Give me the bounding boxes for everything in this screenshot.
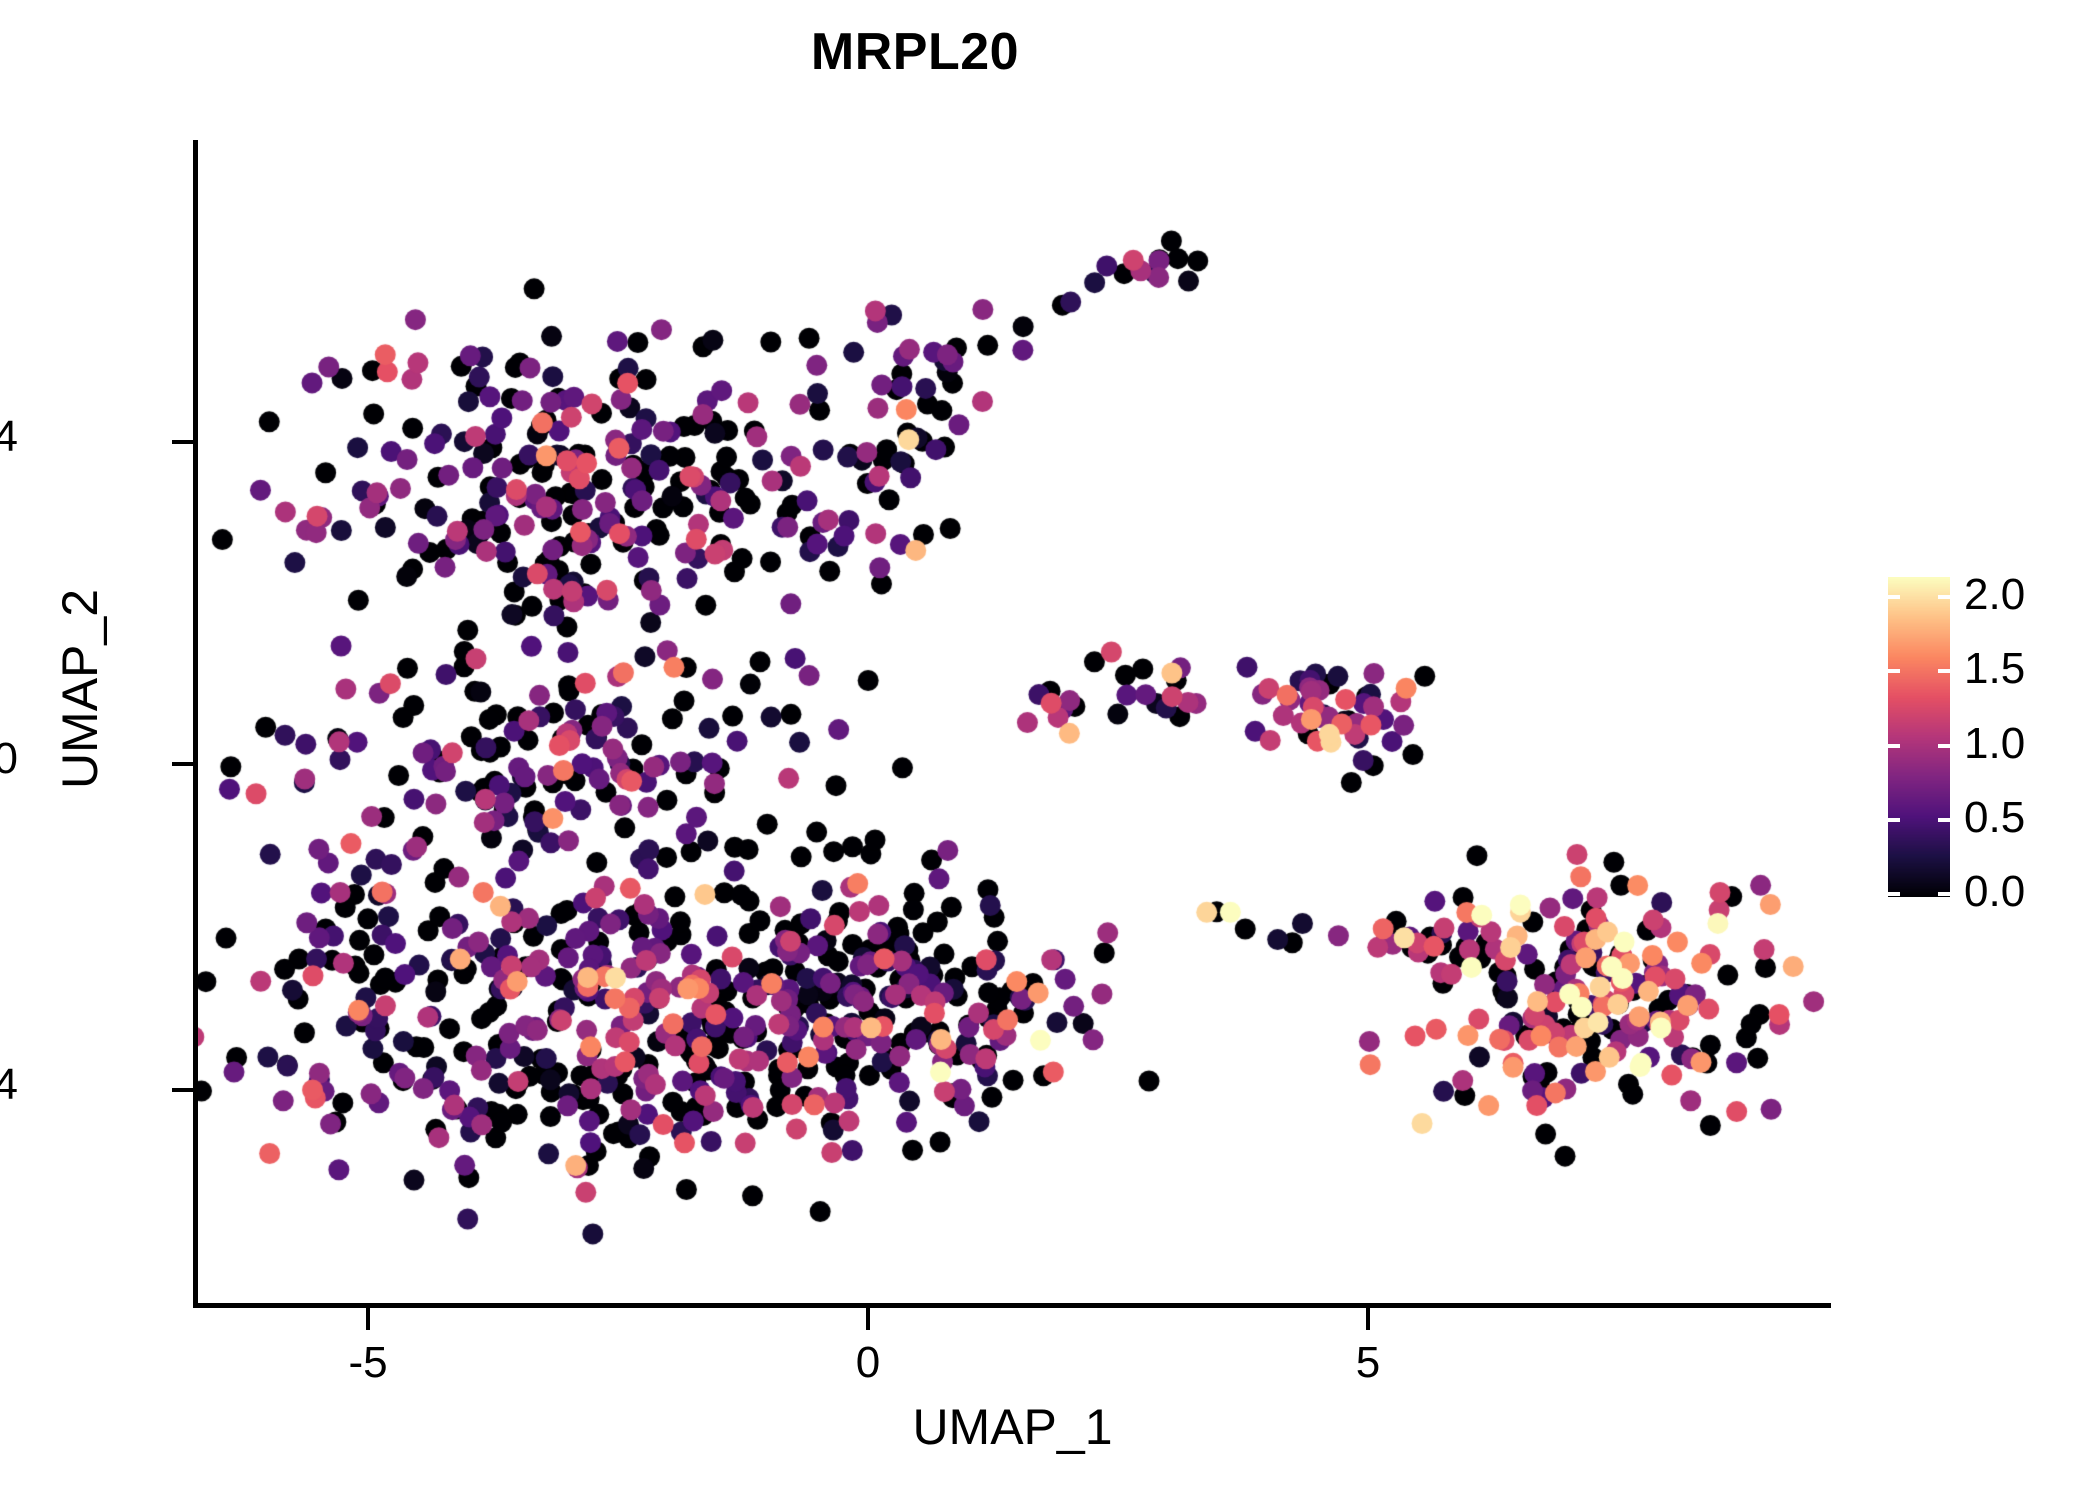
x-tick-label-5: 5 <box>1355 1338 1381 1387</box>
scatter-points-canvas <box>195 140 1830 1305</box>
colorbar-label-05: 0.5 <box>1964 793 2026 842</box>
colorbar-label-2: 2.0 <box>1964 570 2026 619</box>
y-tick-mark-4 <box>172 440 194 444</box>
y-tick-label-neg4: -4 <box>0 1060 18 1109</box>
colorbar-gradient <box>1888 577 1950 897</box>
x-tick-mark-neg5 <box>366 1308 370 1330</box>
x-tick-label-neg5: -5 <box>348 1338 388 1387</box>
colorbar-tick-right-0 <box>1938 892 1950 896</box>
x-axis-line <box>193 1303 1831 1308</box>
colorbar-tick-left-1 <box>1888 744 1900 748</box>
colorbar-tick-left-2 <box>1888 595 1900 599</box>
colorbar-tick-left-05 <box>1888 818 1900 822</box>
colorbar-tick-right-05 <box>1938 818 1950 822</box>
colorbar-label-0: 0.0 <box>1964 867 2026 916</box>
colorbar-tick-right-2 <box>1938 595 1950 599</box>
colorbar-tick-right-15 <box>1938 669 1950 673</box>
y-tick-label-4: 4 <box>0 412 18 461</box>
plot-panel <box>195 140 1830 1305</box>
y-tick-mark-neg4 <box>172 1088 194 1092</box>
x-tick-mark-5 <box>1366 1308 1370 1330</box>
colorbar-tick-left-15 <box>1888 669 1900 673</box>
colorbar-tick-left-0 <box>1888 892 1900 896</box>
colorbar-label-1: 1.0 <box>1964 719 2026 768</box>
page-title: MRPL20 <box>810 23 1020 81</box>
x-axis-title: UMAP_1 <box>912 1399 1113 1455</box>
y-tick-mark-0 <box>172 762 194 766</box>
colorbar-legend: 2.0 1.5 1.0 0.5 0.0 <box>1888 570 2078 916</box>
colorbar-tick-right-1 <box>1938 744 1950 748</box>
y-axis-title: UMAP_2 <box>52 588 108 790</box>
y-tick-label-0: 0 <box>0 734 18 783</box>
x-tick-label-0: 0 <box>855 1338 881 1387</box>
x-tick-mark-0 <box>866 1308 870 1330</box>
y-axis-line <box>193 140 198 1308</box>
colorbar-label-15: 1.5 <box>1964 644 2026 693</box>
